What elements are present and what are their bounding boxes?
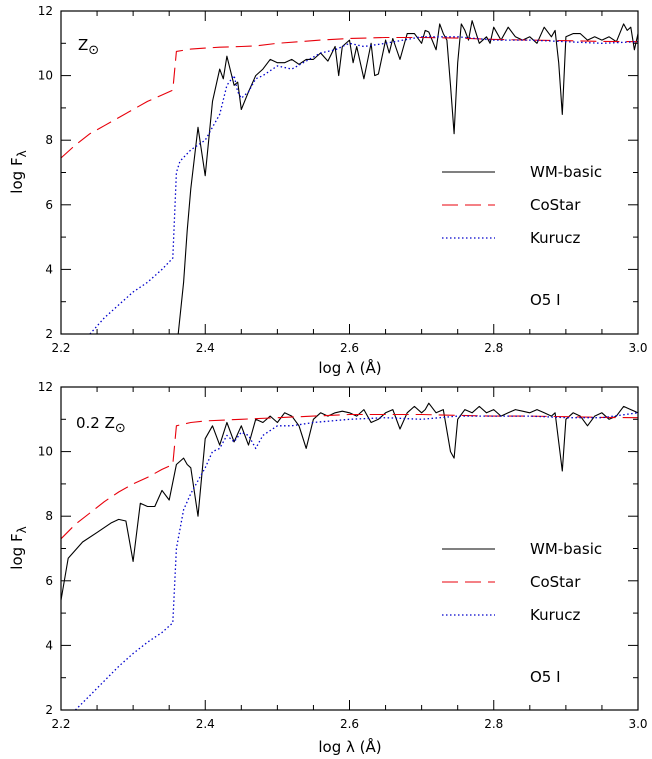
series-line-wm-basic xyxy=(177,20,638,334)
y-tick-label: 8 xyxy=(45,133,53,147)
series-line-costar xyxy=(61,413,638,540)
annotation-label: O5 I xyxy=(530,668,561,686)
legend-label-wm-basic: WM-basic xyxy=(530,163,602,181)
panel-label: Z⊙ xyxy=(78,36,99,58)
annotation-label: O5 I xyxy=(530,291,561,309)
y-axis-label: log Fλ xyxy=(8,526,29,569)
y-tick-label: 10 xyxy=(38,445,53,459)
series-line-wm-basic xyxy=(61,402,638,601)
x-tick-label: 2.6 xyxy=(340,341,359,355)
y-tick-label: 4 xyxy=(45,262,53,276)
legend-label-wm-basic: WM-basic xyxy=(530,540,602,558)
series-lines xyxy=(61,402,638,710)
legend-label-costar: CoStar xyxy=(530,196,581,214)
legend-label-kurucz: Kurucz xyxy=(530,229,581,247)
x-tick-label: 2.2 xyxy=(51,341,70,355)
y-tick-label: 4 xyxy=(45,638,53,652)
x-tick-label: 2.6 xyxy=(340,717,359,731)
x-tick-label: 2.2 xyxy=(51,717,70,731)
panel-label-text: 0.2 Z xyxy=(76,414,115,432)
x-tick-label: 3.0 xyxy=(628,717,647,731)
chart-panel-2: 2.2 2.4 2.6 2.8 3.0 2 4 6 8 10 12 WM-basic CoStar Kur… xyxy=(8,380,648,756)
series-line-kurucz xyxy=(74,412,638,710)
sun-symbol-icon: ⊙ xyxy=(88,43,99,58)
y-tick-label: 10 xyxy=(38,69,53,83)
x-tick-label: 2.4 xyxy=(196,341,215,355)
x-tick-label: 3.0 xyxy=(628,341,647,355)
plot-frame xyxy=(60,10,639,335)
chart-panel-1: 2.2 2.4 2.6 2.8 3.0 2 4 6 8 10 12 WM-basic CoStar Kur… xyxy=(8,4,648,377)
series-lines xyxy=(61,20,638,334)
x-tick-label: 2.8 xyxy=(484,717,503,731)
ticks xyxy=(60,10,639,335)
x-axis-label: log λ (Å) xyxy=(318,358,381,377)
legend-label-costar: CoStar xyxy=(530,573,581,591)
y-axis-label-main: log F xyxy=(8,533,26,569)
plot-frame xyxy=(60,386,639,711)
y-axis-label-subscript: λ xyxy=(15,526,29,533)
y-tick-label: 8 xyxy=(45,509,53,523)
series-line-kurucz xyxy=(89,36,638,334)
x-axis-label: log λ (Å) xyxy=(318,737,381,756)
y-tick-label: 6 xyxy=(45,198,53,212)
y-tick-label: 12 xyxy=(38,4,53,18)
series-line-costar xyxy=(61,36,638,159)
y-axis-label-main: log F xyxy=(8,157,26,193)
y-axis-label-subscript: λ xyxy=(15,150,29,157)
y-tick-label: 6 xyxy=(45,574,53,588)
x-tick-label: 2.8 xyxy=(484,341,503,355)
y-axis-label: log Fλ xyxy=(8,150,29,193)
y-tick-label: 2 xyxy=(45,703,53,717)
y-tick-label: 2 xyxy=(45,327,53,341)
panel-label: 0.2 Z⊙ xyxy=(76,414,126,436)
legend-label-kurucz: Kurucz xyxy=(530,606,581,624)
x-tick-label: 2.4 xyxy=(196,717,215,731)
panel-label-text: Z xyxy=(78,36,88,54)
y-tick-label: 12 xyxy=(38,380,53,394)
sun-symbol-icon: ⊙ xyxy=(115,421,126,436)
